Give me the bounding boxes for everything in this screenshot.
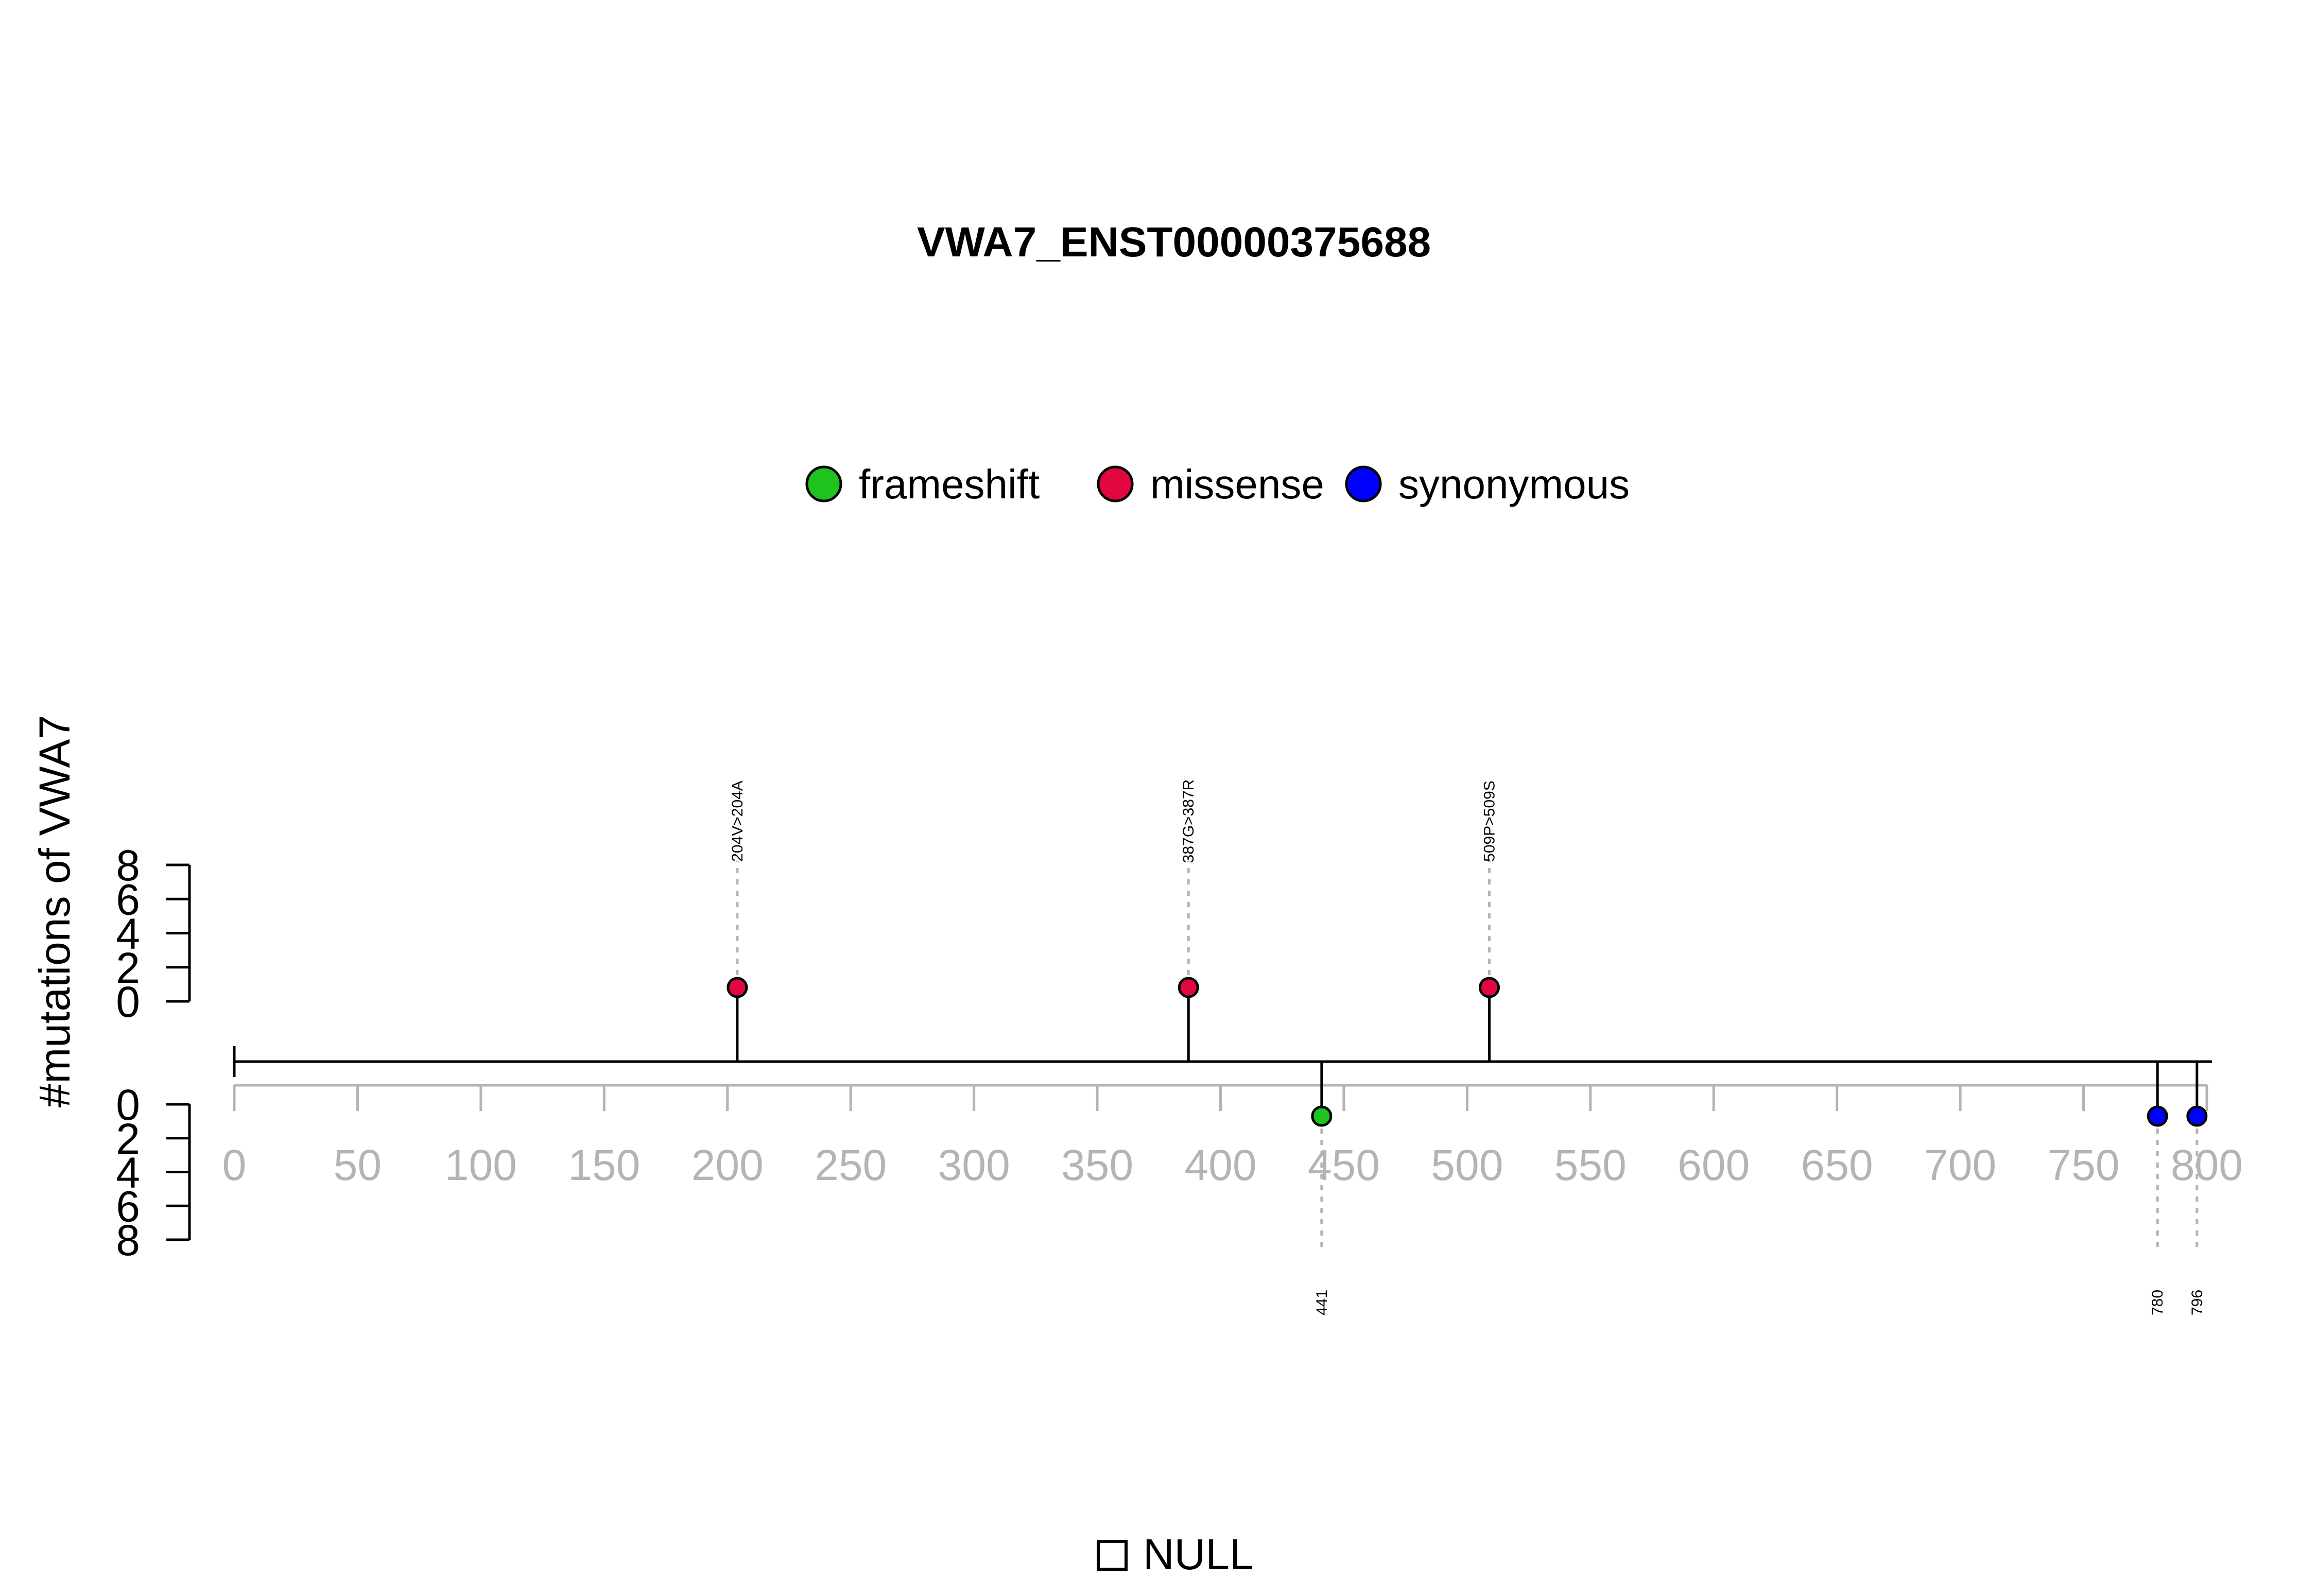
axes: 0 50 100 150 200 250 300 350 400 450 500 550 600 650 7… [116, 841, 2243, 1264]
x-tick-label-450: 450 [1308, 1141, 1380, 1189]
x-tick-label-300: 300 [938, 1141, 1010, 1189]
mutation-label-top-204: 204V>204A [729, 780, 746, 862]
bottom-y-tick-label-2: 2 [116, 1115, 140, 1163]
x-tick-label-0: 0 [222, 1141, 247, 1189]
x-tick-label-400: 400 [1184, 1141, 1256, 1189]
x-tick-label-100: 100 [445, 1141, 517, 1189]
top-y-tick-label-2: 2 [116, 944, 140, 992]
x-tick-label-200: 200 [691, 1141, 764, 1189]
x-tick-label-350: 350 [1061, 1141, 1133, 1189]
mutation-label-bottom-780: 780 [2149, 1290, 2166, 1315]
bottom-y-tick-label-0: 0 [116, 1081, 140, 1129]
legend-label-missense: missense [1150, 461, 1324, 507]
top-y-tick-label-6: 6 [116, 875, 140, 924]
chart-title: VWA7_ENST00000375688 [917, 219, 1431, 266]
lollipop-dot-bottom-441 [1311, 1105, 1333, 1127]
lollipop-dot-top-204 [727, 977, 748, 998]
x-tick-label-800: 800 [2171, 1141, 2243, 1189]
legend-swatch-frameshift [805, 465, 842, 502]
x-tick-label-550: 550 [1554, 1141, 1627, 1189]
mutation-label-bottom-441: 441 [1313, 1290, 1330, 1315]
x-tick-label-250: 250 [815, 1141, 887, 1189]
lollipop-dot-top-387 [1178, 977, 1199, 998]
lollipops: 204V>204A 387G>387R 509P>509S 441 780 796 [727, 779, 2208, 1315]
mutation-label-top-387: 387G>387R [1180, 779, 1197, 863]
null-legend-label: NULL [1143, 1530, 1254, 1578]
x-tick-label-150: 150 [568, 1141, 640, 1189]
lollipop-dot-top-509 [1478, 977, 1500, 998]
top-y-tick-label-4: 4 [116, 910, 140, 958]
legend-label-frameshift: frameshift [859, 461, 1040, 507]
lollipop-dot-bottom-780 [2147, 1105, 2168, 1127]
top-y-tick-label-0: 0 [116, 978, 140, 1026]
bottom-y-tick-label-6: 6 [116, 1182, 140, 1230]
mutation-label-top-509: 509P>509S [1481, 780, 1498, 862]
x-tick-label-750: 750 [2047, 1141, 2119, 1189]
x-tick-label-600: 600 [1678, 1141, 1750, 1189]
bottom-y-tick-label-8: 8 [116, 1216, 140, 1264]
legend-swatch-synonymous [1345, 465, 1382, 502]
top-y-tick-label-8: 8 [116, 841, 140, 890]
mutation-label-bottom-796: 796 [2189, 1290, 2206, 1315]
legend: frameshift missense synonymous [805, 461, 1630, 507]
footer-legend: NULL [1097, 1530, 1254, 1578]
x-tick-label-50: 50 [334, 1141, 382, 1189]
legend-label-synonymous: synonymous [1398, 461, 1630, 507]
bottom-y-tick-label-4: 4 [116, 1149, 140, 1197]
x-tick-label-700: 700 [1924, 1141, 1996, 1189]
x-tick-label-650: 650 [1801, 1141, 1873, 1189]
null-legend-swatch [1097, 1540, 1128, 1571]
y-axis-label: #mutations of VWA7 [30, 715, 79, 1108]
x-tick-label-500: 500 [1431, 1141, 1503, 1189]
lollipop-dot-bottom-796 [2186, 1105, 2208, 1127]
legend-swatch-missense [1097, 465, 1134, 502]
